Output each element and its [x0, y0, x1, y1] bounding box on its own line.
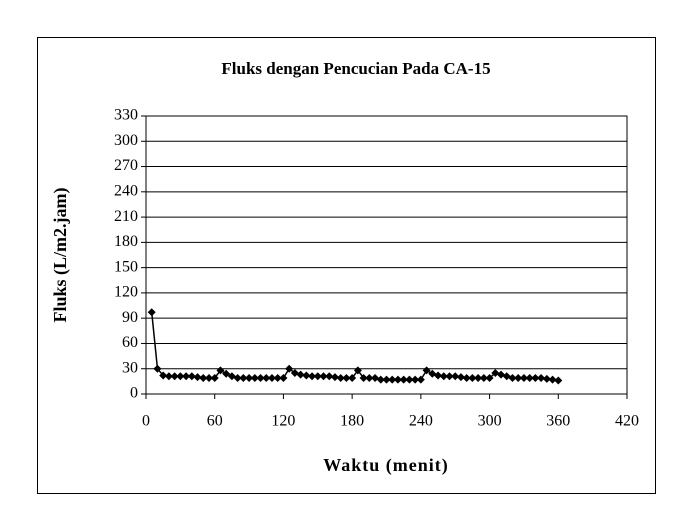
x-tick-label: 240 — [409, 413, 433, 430]
data-point — [170, 372, 179, 381]
data-point — [267, 373, 276, 382]
data-point — [376, 375, 385, 384]
x-tick-label: 0 — [142, 413, 150, 430]
data-point — [468, 373, 477, 382]
data-point — [336, 373, 345, 382]
data-point — [508, 373, 517, 382]
data-point — [479, 373, 488, 382]
data-point — [216, 366, 225, 375]
data-point — [439, 372, 448, 381]
x-axis-label: Waktu (menit) — [323, 455, 449, 476]
data-point — [199, 373, 208, 382]
data-point — [485, 373, 494, 382]
y-tick-label: 150 — [114, 258, 138, 275]
data-point — [371, 373, 380, 382]
y-tick-label: 330 — [114, 107, 138, 124]
data-point — [456, 373, 465, 382]
data-point — [319, 372, 328, 381]
x-tick-label: 420 — [615, 413, 639, 430]
data-point — [187, 372, 196, 381]
chart-border — [37, 37, 656, 494]
data-point — [330, 373, 339, 382]
data-point — [434, 371, 443, 380]
data-point — [416, 375, 425, 384]
x-tick-label: 360 — [546, 413, 570, 430]
data-point — [405, 375, 414, 384]
x-tick-label: 60 — [207, 413, 223, 430]
x-tick-label: 180 — [340, 413, 364, 430]
data-point — [451, 372, 460, 381]
data-point — [542, 374, 551, 383]
y-tick-label: 30 — [122, 359, 138, 376]
data-point — [164, 372, 173, 381]
data-point — [462, 373, 471, 382]
y-tick-label: 60 — [122, 334, 138, 351]
data-point — [537, 373, 546, 382]
y-tick-label: 300 — [114, 132, 138, 149]
data-point — [445, 372, 454, 381]
y-tick-label: 90 — [122, 309, 138, 326]
data-point — [393, 375, 402, 384]
data-point — [514, 373, 523, 382]
data-point — [222, 369, 231, 378]
data-point — [204, 373, 213, 382]
y-tick-label: 270 — [114, 157, 138, 174]
data-point — [348, 373, 357, 382]
data-point — [159, 371, 168, 380]
data-point — [422, 366, 431, 375]
data-point — [554, 376, 563, 385]
data-point — [474, 373, 483, 382]
y-tick-label: 240 — [114, 182, 138, 199]
data-point — [302, 371, 311, 380]
data-point — [273, 373, 282, 382]
data-point — [250, 373, 259, 382]
data-point — [233, 373, 242, 382]
data-point — [342, 373, 351, 382]
data-point — [428, 369, 437, 378]
data-point — [147, 308, 156, 317]
data-point — [365, 373, 374, 382]
data-point — [279, 373, 288, 382]
data-point — [210, 373, 219, 382]
data-point — [256, 373, 265, 382]
data-point — [531, 373, 540, 382]
data-point — [382, 375, 391, 384]
data-point — [176, 372, 185, 381]
y-tick-label: 120 — [114, 284, 138, 301]
data-point — [497, 370, 506, 379]
data-point — [153, 364, 162, 373]
data-point — [502, 372, 511, 381]
plot-area — [145, 115, 628, 395]
data-point — [519, 373, 528, 382]
y-tick-label: 210 — [114, 208, 138, 225]
y-tick-label: 180 — [114, 233, 138, 250]
y-axis-label: Fluks (L/m2.jam) — [50, 187, 71, 322]
data-point — [491, 368, 500, 377]
data-point — [308, 372, 317, 381]
data-point — [285, 364, 294, 373]
data-point — [262, 373, 271, 382]
data-point — [182, 372, 191, 381]
data-point — [399, 375, 408, 384]
data-point — [227, 372, 236, 381]
data-point — [239, 373, 248, 382]
chart-title: Fluks dengan Pencucian Pada CA-15 — [221, 59, 490, 78]
data-point — [411, 375, 420, 384]
data-point — [313, 372, 322, 381]
x-tick-label: 120 — [271, 413, 295, 430]
data-point — [193, 373, 202, 382]
data-point — [359, 373, 368, 382]
data-point — [296, 370, 305, 379]
data-point — [290, 368, 299, 377]
data-point — [245, 373, 254, 382]
x-tick-label: 300 — [478, 413, 502, 430]
y-tick-label: 0 — [130, 385, 138, 402]
data-point — [325, 372, 334, 381]
data-point — [548, 375, 557, 384]
data-point — [388, 375, 397, 384]
data-point — [353, 366, 362, 375]
data-point — [525, 373, 534, 382]
